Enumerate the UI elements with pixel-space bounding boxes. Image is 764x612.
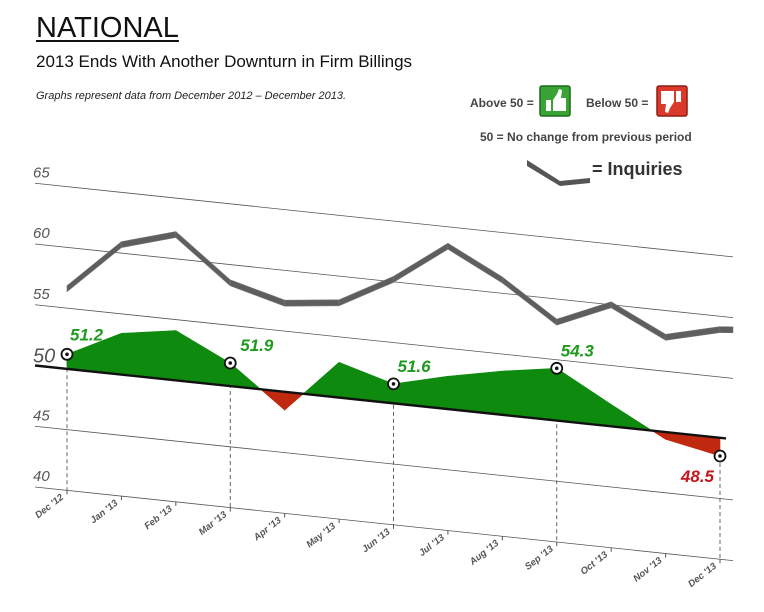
- y-tick-label: 45: [33, 407, 50, 424]
- baseline-line: [34, 364, 727, 440]
- inquiries-segment: [284, 299, 340, 307]
- point-marker-dot: [65, 352, 69, 357]
- gridline: [34, 304, 734, 379]
- legend-above-label: Above 50 =: [470, 96, 534, 110]
- y-tick-label: 50: [33, 346, 55, 368]
- y-tick-label: 55: [33, 286, 50, 303]
- y-tick-label: 40: [33, 468, 50, 485]
- page-title: NATIONAL: [36, 12, 179, 44]
- gridline: [34, 425, 734, 501]
- point-markers: [60, 347, 727, 463]
- point-marker-dot: [391, 382, 396, 386]
- inquiries-segment: [502, 276, 558, 326]
- data-label: 51.9: [240, 336, 274, 355]
- x-tick-label: Jan '13: [88, 497, 120, 526]
- inquiries-segment: [66, 240, 122, 293]
- data-labels: 51.2 51.9 51.6 54.3 48.5: [70, 325, 715, 486]
- x-tick-label: Dec '12: [33, 492, 66, 521]
- inquiries-line: [66, 230, 734, 341]
- inquiries-segment: [338, 275, 394, 307]
- x-tick-label: Mar '13: [197, 509, 230, 538]
- x-tick-label: Dec '13: [686, 561, 719, 590]
- inquiries-segment: [229, 279, 285, 307]
- x-tick-label: Nov '13: [631, 555, 665, 585]
- inquiries-segment: [447, 242, 503, 284]
- billings-area: [66, 330, 721, 457]
- inquiries-legend-swatch: [527, 160, 590, 186]
- x-tick-label: Aug '13: [467, 538, 502, 569]
- inquiries-segment: [121, 231, 177, 248]
- legend-below-label: Below 50 =: [586, 96, 649, 110]
- data-label: 48.5: [680, 467, 715, 486]
- gridline: [34, 182, 734, 258]
- x-tick-label: Jul '13: [417, 532, 447, 559]
- inquiries-segment: [556, 301, 612, 326]
- inquiries-segment: [665, 326, 721, 341]
- x-tick-label: Sep '13: [523, 543, 556, 572]
- legend-baseline-note: 50 = No change from previous period: [480, 130, 692, 144]
- area-below-50: [259, 388, 721, 457]
- inquiries-segment: [175, 230, 231, 287]
- x-tick-label: Feb '13: [142, 503, 175, 532]
- baseline-50: [34, 364, 727, 440]
- inquiries-segment: [719, 326, 734, 334]
- y-tick-label: 60: [33, 225, 50, 242]
- thumbs-down-icon: [656, 85, 688, 117]
- y-axis-ticks: 65 60 55 50 45 40: [33, 164, 55, 485]
- x-tick-label: Apr '13: [251, 515, 284, 544]
- x-axis-ticks: Dec '12 Jan '13 Feb '13 Mar '13 Apr '13 May '…: [33, 490, 721, 590]
- legend-inquiries-label: = Inquiries: [592, 159, 683, 179]
- x-tick-label: Jun '13: [360, 526, 393, 555]
- point-marker-dot: [554, 366, 559, 371]
- data-label: 51.2: [70, 325, 104, 344]
- gridline: [34, 486, 734, 562]
- data-label: 51.6: [398, 357, 432, 376]
- thumbs-up-icon: [539, 85, 571, 117]
- date-range-note: Graphs represent data from December 2012…: [36, 90, 346, 102]
- point-marker-dot: [228, 361, 233, 365]
- y-tick-label: 65: [33, 164, 50, 181]
- page-subtitle: 2013 Ends With Another Downturn in Firm …: [36, 52, 413, 71]
- x-tick-label: May '13: [304, 520, 338, 550]
- x-tick-label: Oct '13: [579, 549, 611, 577]
- inquiries-segment: [393, 242, 449, 283]
- point-marker-dot: [718, 454, 722, 458]
- data-label: 54.3: [561, 341, 595, 360]
